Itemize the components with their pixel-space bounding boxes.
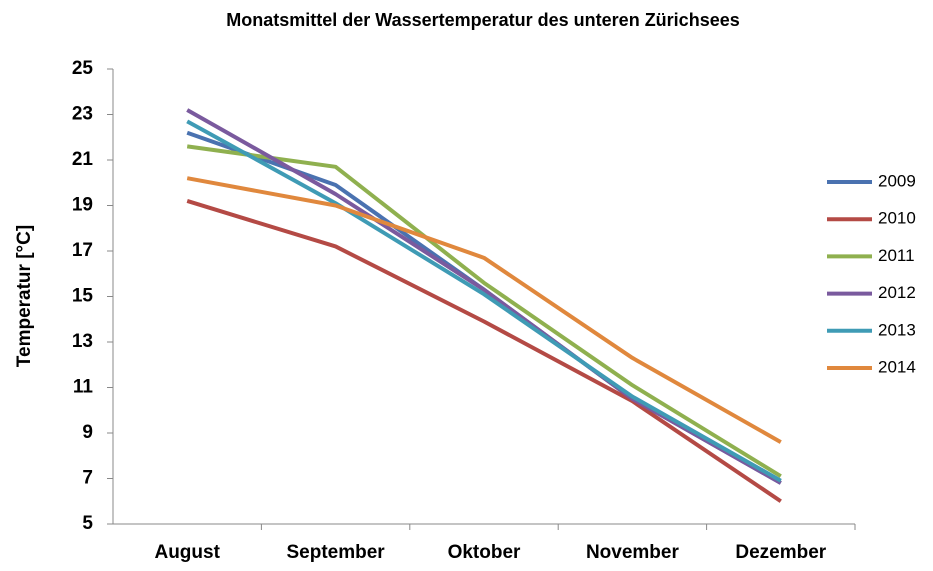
chart-title: Monatsmittel der Wassertemperatur des un… (226, 10, 739, 30)
legend-label: 2012 (878, 283, 916, 302)
y-tick-label: 25 (72, 58, 94, 79)
y-tick-label: 19 (72, 195, 93, 216)
series-line (186, 119, 782, 483)
y-tick-label: 7 (82, 468, 93, 489)
legend-label: 2010 (878, 209, 916, 228)
series-line (186, 176, 782, 444)
y-tick-label: 15 (72, 286, 94, 307)
y-tick-label: 9 (82, 422, 93, 443)
x-tick-label: Oktober (448, 542, 521, 563)
legend-label: 2011 (878, 246, 915, 265)
y-tick-label: 21 (72, 149, 94, 170)
legend-label: 2013 (878, 320, 916, 339)
x-tick-label: Dezember (735, 542, 826, 563)
y-tick-label: 17 (72, 240, 93, 261)
y-tick-label: 23 (72, 104, 93, 125)
y-tick-label: 13 (72, 331, 93, 352)
x-tick-label: November (586, 542, 680, 563)
x-tick-label: August (154, 542, 220, 563)
series-line (186, 199, 782, 503)
y-tick-label: 11 (73, 377, 94, 398)
y-tick-label: 5 (82, 513, 93, 534)
x-tick-label: September (286, 542, 385, 563)
series-line (186, 144, 782, 478)
legend-label: 2009 (878, 171, 916, 190)
y-axis-label: Temperatur [°C] (14, 225, 35, 367)
legend-label: 2014 (878, 357, 916, 376)
